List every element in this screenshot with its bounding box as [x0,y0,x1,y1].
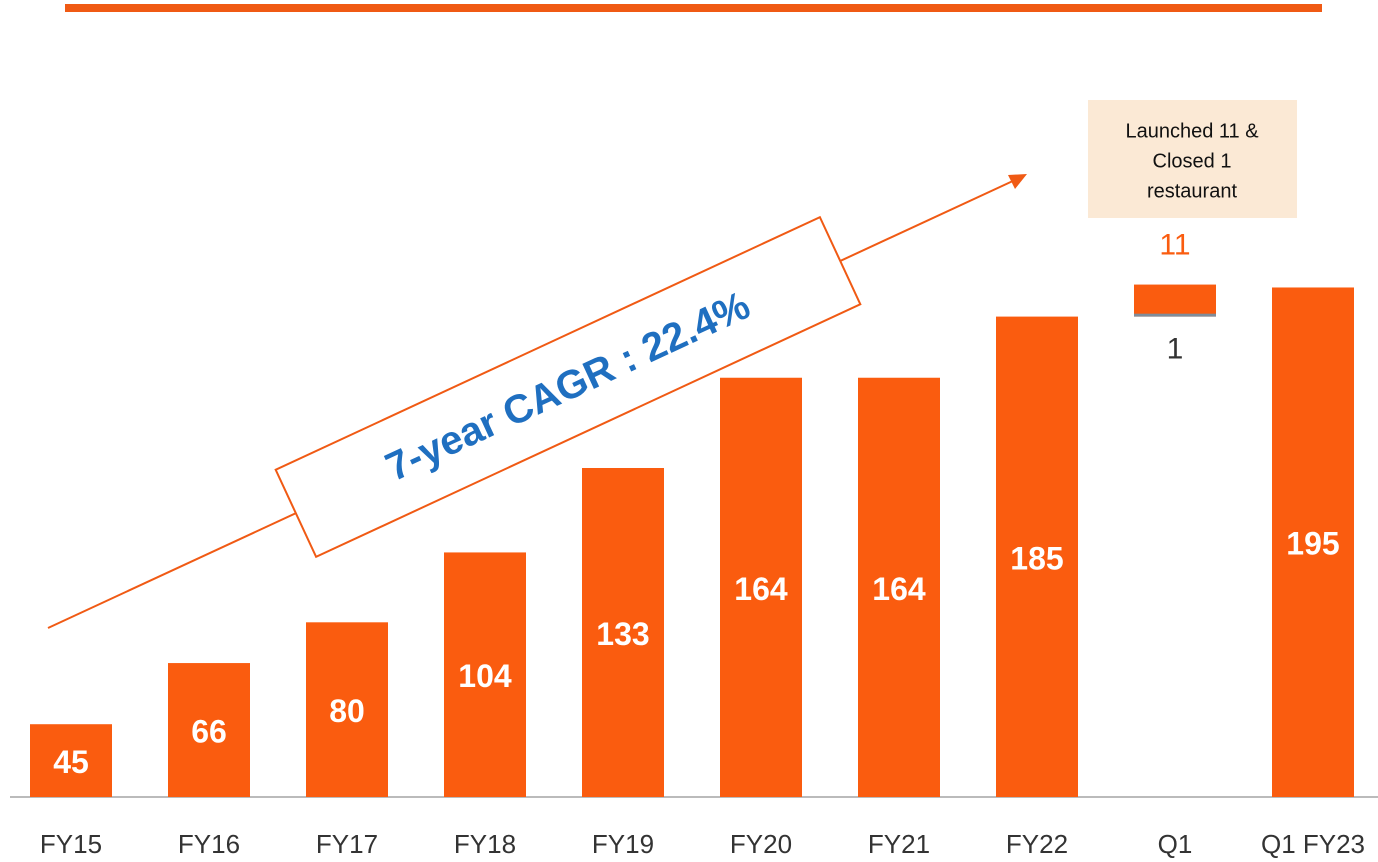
note-line: Closed 1 [1153,150,1232,172]
value-label: 80 [329,693,365,729]
bar [444,552,526,797]
value-label: 104 [458,658,512,694]
bar [168,663,250,797]
decrease-bar [1134,313,1216,317]
value-label: 185 [1010,540,1063,576]
x-tick-label: Q1 FY23 [1261,829,1365,859]
x-tick-label: FY16 [178,829,240,859]
note-line: restaurant [1147,180,1237,202]
value-label: 66 [191,713,227,749]
value-label: 164 [734,571,788,607]
increase-label: 11 [1159,228,1190,261]
x-tick-label: FY19 [592,829,654,859]
x-tick-label: FY22 [1006,829,1068,859]
top-rule [65,4,1322,12]
x-tick-label: Q1 [1158,829,1193,859]
bar [996,316,1078,797]
note-line: Launched 11 & [1125,120,1259,142]
arrow-head [1008,174,1027,189]
decrease-label: 1 [1167,333,1184,366]
increase-bar [1134,284,1216,317]
value-label: 45 [53,744,89,780]
bar [30,724,112,797]
x-tick-label: FY17 [316,829,378,859]
bar [858,377,940,797]
note-box [1088,100,1297,218]
x-tick-label: FY15 [40,829,102,859]
bar [720,377,802,797]
cagr-text: 7-year CAGR : 22.4% [379,283,756,490]
value-label: 133 [596,616,649,652]
x-tick-label: FY18 [454,829,516,859]
cagr-box [274,215,862,559]
bar [582,467,664,797]
bar [1272,287,1354,797]
value-label: 164 [872,571,926,607]
value-label: 195 [1286,526,1339,562]
bar [306,622,388,797]
x-tick-label: FY20 [730,829,792,859]
x-tick-label: FY21 [868,829,930,859]
